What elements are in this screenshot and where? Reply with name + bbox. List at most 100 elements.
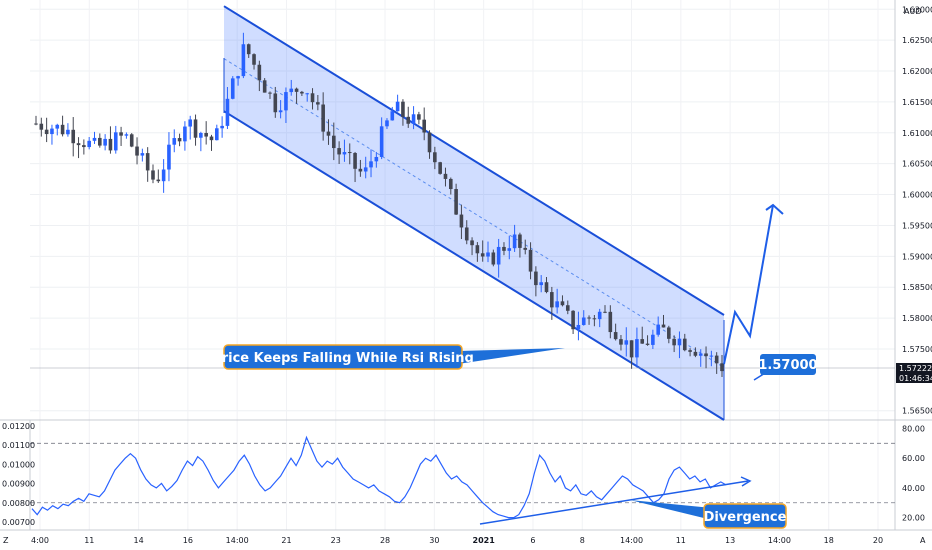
candle-body[interactable] bbox=[316, 102, 320, 105]
candle-body[interactable] bbox=[220, 125, 224, 129]
candle-body[interactable] bbox=[565, 305, 570, 311]
candle-body[interactable] bbox=[704, 353, 708, 357]
candle-body[interactable] bbox=[640, 339, 645, 344]
candle-body[interactable] bbox=[581, 317, 586, 325]
candle-body[interactable] bbox=[183, 126, 187, 142]
candle-body[interactable] bbox=[374, 156, 379, 162]
candle-body[interactable] bbox=[199, 133, 203, 138]
candle-body[interactable] bbox=[353, 152, 357, 169]
candle-body[interactable] bbox=[512, 234, 517, 249]
candle-body[interactable] bbox=[225, 98, 230, 126]
candle-body[interactable] bbox=[507, 248, 512, 251]
candle-body[interactable] bbox=[597, 311, 602, 320]
divergence-trendline[interactable] bbox=[479, 480, 749, 525]
candle-body[interactable] bbox=[331, 135, 336, 149]
candle-body[interactable] bbox=[480, 253, 485, 257]
candle-body[interactable] bbox=[124, 134, 129, 136]
candle-body[interactable] bbox=[608, 311, 613, 333]
candle-body[interactable] bbox=[635, 339, 639, 358]
candle-body[interactable] bbox=[603, 311, 607, 313]
candle-body[interactable] bbox=[342, 152, 347, 155]
candle-body[interactable] bbox=[496, 246, 501, 265]
candle-body[interactable] bbox=[470, 240, 474, 246]
candle-body[interactable] bbox=[294, 88, 299, 92]
candle-body[interactable] bbox=[92, 137, 97, 141]
candle-body[interactable] bbox=[172, 138, 177, 145]
candle-body[interactable] bbox=[119, 132, 123, 136]
channel-lower-line[interactable] bbox=[223, 110, 725, 421]
candle-body[interactable] bbox=[550, 292, 554, 308]
candle-body[interactable] bbox=[491, 252, 496, 265]
candle-body[interactable] bbox=[34, 123, 38, 125]
candle-body[interactable] bbox=[363, 167, 368, 172]
candle-body[interactable] bbox=[87, 140, 91, 148]
candle-body[interactable] bbox=[720, 363, 724, 372]
candle-body[interactable] bbox=[39, 123, 44, 130]
candle-body[interactable] bbox=[619, 339, 623, 345]
candle-body[interactable] bbox=[448, 178, 453, 190]
candle-body[interactable] bbox=[151, 170, 155, 180]
candle-body[interactable] bbox=[475, 245, 480, 254]
candle-body[interactable] bbox=[326, 131, 331, 136]
candle-body[interactable] bbox=[193, 119, 198, 138]
candle-body[interactable] bbox=[76, 143, 81, 146]
candle-body[interactable] bbox=[268, 92, 272, 94]
candle-body[interactable] bbox=[576, 324, 581, 330]
candle-body[interactable] bbox=[613, 332, 618, 340]
candle-body[interactable] bbox=[161, 169, 166, 182]
candle-body[interactable] bbox=[677, 338, 682, 346]
candle-body[interactable] bbox=[55, 124, 60, 129]
candle-body[interactable] bbox=[486, 252, 490, 257]
candle-body[interactable] bbox=[358, 168, 363, 172]
candle-body[interactable] bbox=[300, 91, 304, 94]
candle-body[interactable] bbox=[698, 353, 703, 356]
candle-body[interactable] bbox=[667, 327, 671, 339]
candle-body[interactable] bbox=[709, 355, 714, 357]
candle-body[interactable] bbox=[140, 153, 145, 156]
candle-body[interactable] bbox=[135, 146, 139, 156]
target-price-box[interactable] bbox=[760, 354, 816, 375]
candle-body[interactable] bbox=[252, 54, 256, 65]
candle-body[interactable] bbox=[390, 111, 395, 121]
candle-body[interactable] bbox=[427, 132, 432, 153]
candle-body[interactable] bbox=[289, 88, 294, 93]
candle-body[interactable] bbox=[518, 234, 522, 248]
candle-body[interactable] bbox=[50, 128, 54, 135]
candle-body[interactable] bbox=[534, 271, 538, 286]
candle-body[interactable] bbox=[433, 152, 437, 163]
candle-body[interactable] bbox=[278, 110, 283, 113]
candle-body[interactable] bbox=[236, 76, 240, 79]
candle-body[interactable] bbox=[571, 310, 575, 330]
candle-body[interactable] bbox=[129, 134, 134, 147]
candle-body[interactable] bbox=[422, 119, 427, 133]
candle-body[interactable] bbox=[624, 340, 629, 345]
candle-body[interactable] bbox=[629, 340, 634, 358]
candle-body[interactable] bbox=[60, 124, 65, 135]
candle-body[interactable] bbox=[438, 162, 442, 174]
candle-body[interactable] bbox=[71, 129, 76, 144]
candle-body[interactable] bbox=[66, 129, 70, 135]
candle-body[interactable] bbox=[44, 129, 49, 135]
candle-body[interactable] bbox=[693, 351, 698, 356]
candle-body[interactable] bbox=[672, 338, 676, 346]
candle-body[interactable] bbox=[188, 119, 193, 127]
candle-body[interactable] bbox=[177, 138, 182, 142]
candle-body[interactable] bbox=[347, 152, 352, 154]
candle-body[interactable] bbox=[82, 145, 86, 148]
channel-upper-line[interactable] bbox=[223, 5, 725, 316]
candle-body[interactable] bbox=[241, 44, 246, 77]
candle-body[interactable] bbox=[656, 324, 660, 335]
candle-body[interactable] bbox=[385, 120, 389, 127]
candle-body[interactable] bbox=[262, 80, 267, 93]
candle-body[interactable] bbox=[379, 126, 384, 157]
candle-body[interactable] bbox=[246, 44, 251, 55]
candle-body[interactable] bbox=[310, 93, 315, 103]
callout-divergence-box[interactable] bbox=[703, 503, 787, 529]
candle-body[interactable] bbox=[528, 249, 533, 272]
candle-body[interactable] bbox=[651, 334, 655, 345]
candle-body[interactable] bbox=[337, 148, 341, 155]
candle-body[interactable] bbox=[406, 116, 411, 124]
candle-body[interactable] bbox=[156, 179, 161, 182]
candle-body[interactable] bbox=[417, 114, 421, 120]
